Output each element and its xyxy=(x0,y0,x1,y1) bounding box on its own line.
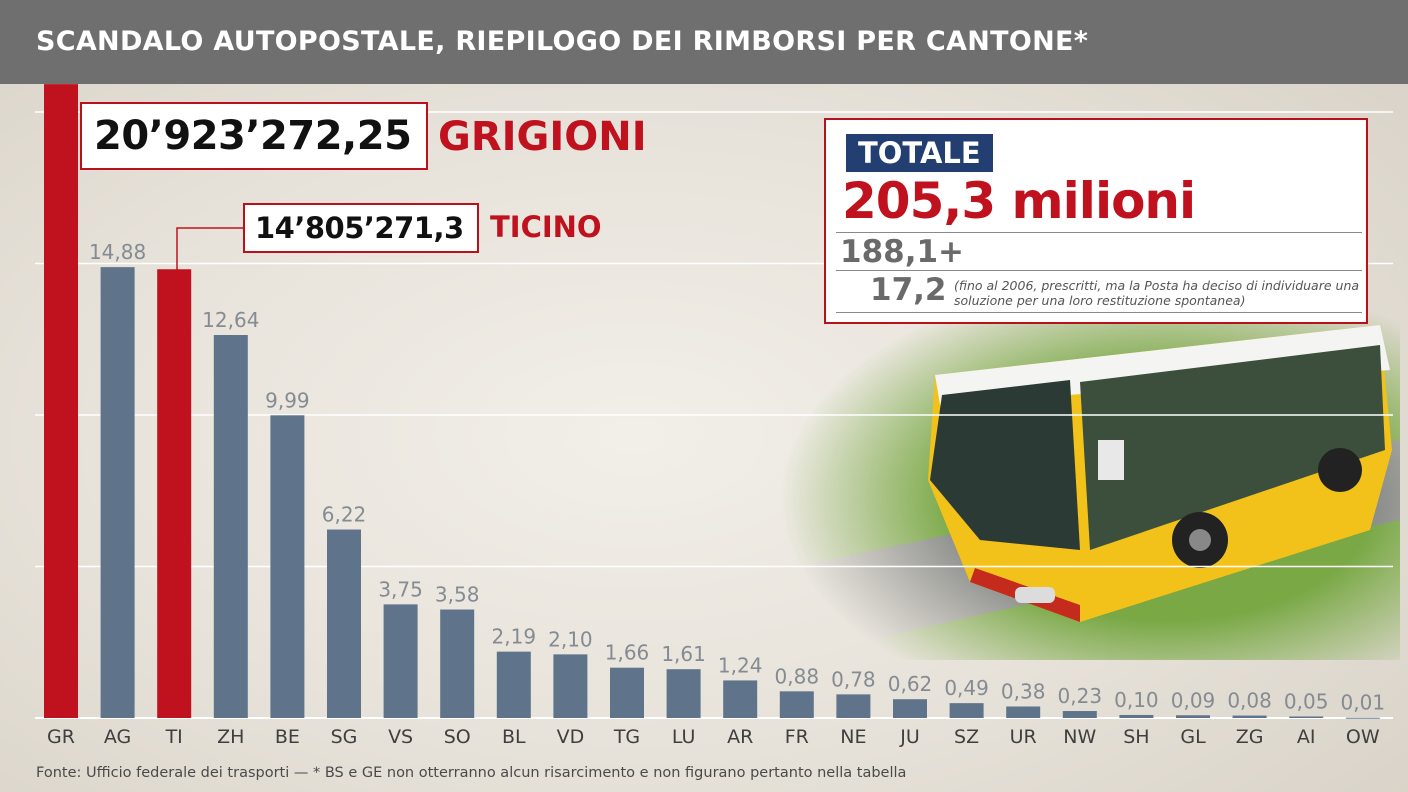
tick-label-sz: SZ xyxy=(954,726,979,748)
bar-ow xyxy=(1345,717,1380,719)
value-label-lu: 1,61 xyxy=(661,642,706,666)
totale-part-1: 188,1+ xyxy=(840,234,965,270)
bar-ag xyxy=(100,267,135,718)
bar-ju xyxy=(893,699,927,718)
grigioni-name-label: GRIGIONI xyxy=(438,114,647,160)
value-label-zg: 0,08 xyxy=(1227,689,1272,713)
value-label-tg: 1,66 xyxy=(605,641,650,665)
tick-label-tg: TG xyxy=(613,726,640,748)
bar-lu xyxy=(666,669,701,718)
value-label-ar: 1,24 xyxy=(718,653,763,677)
tick-label-sg: SG xyxy=(331,726,358,748)
tick-label-vd: VD xyxy=(557,726,585,748)
bar-tg xyxy=(610,667,644,718)
tick-label-ju: JU xyxy=(899,726,920,748)
totale-divider xyxy=(836,312,1362,313)
tick-label-sh: SH xyxy=(1123,726,1149,748)
bar-sz xyxy=(949,703,984,718)
value-label-ju: 0,62 xyxy=(888,672,933,696)
tick-label-ar: AR xyxy=(727,726,753,748)
ticino-name-label: TICINO xyxy=(490,210,602,244)
tick-label-ne: NE xyxy=(840,726,866,748)
bar-sh xyxy=(1119,714,1154,718)
source-note: Fonte: Ufficio federale dei trasporti — … xyxy=(36,765,907,781)
value-label-ow: 0,01 xyxy=(1341,691,1386,715)
value-label-sh: 0,10 xyxy=(1114,688,1159,712)
value-label-fr: 0,88 xyxy=(775,664,820,688)
tick-label-zh: ZH xyxy=(217,726,244,748)
value-label-so: 3,58 xyxy=(435,583,480,607)
value-label-zh: 12,64 xyxy=(202,308,259,332)
ticino-value-callout: 14’805’271,3 xyxy=(243,203,479,253)
value-label-vs: 3,75 xyxy=(378,577,423,601)
value-label-bl: 2,19 xyxy=(492,625,537,649)
value-label-be: 9,99 xyxy=(265,388,310,412)
bar-ar xyxy=(723,680,758,718)
value-label-vd: 2,10 xyxy=(548,627,593,651)
bar-vd xyxy=(553,654,588,718)
bar-ne xyxy=(836,694,871,718)
totale-label: TOTALE xyxy=(846,134,993,172)
value-label-ne: 0,78 xyxy=(831,667,876,691)
tick-label-ai: AI xyxy=(1297,726,1316,748)
value-label-gl: 0,09 xyxy=(1171,688,1216,712)
ti-callout-leader xyxy=(176,227,243,270)
value-label-ai: 0,05 xyxy=(1284,689,1329,713)
bar-zh xyxy=(213,335,248,718)
tick-label-ow: OW xyxy=(1346,726,1380,748)
bar-ti xyxy=(157,269,192,718)
totale-note: (fino al 2006, prescritti, ma la Posta h… xyxy=(954,278,1360,308)
tick-label-vs: VS xyxy=(388,726,413,748)
bar-fr xyxy=(779,691,814,718)
totale-value: 205,3 milioni xyxy=(842,172,1196,230)
value-label-nw: 0,23 xyxy=(1058,684,1103,708)
totale-part-2: 17,2 xyxy=(870,272,947,308)
bar-gr xyxy=(44,84,78,718)
bar-bl xyxy=(496,651,531,718)
tick-label-gl: GL xyxy=(1180,726,1206,748)
tick-label-fr: FR xyxy=(785,726,809,748)
totale-panel: TOTALE 205,3 milioni 188,1+ 17,2 (fino a… xyxy=(824,118,1368,324)
postbus-photo xyxy=(780,300,1400,660)
chart-title: SCANDALO AUTOPOSTALE, RIEPILOGO DEI RIMB… xyxy=(36,26,1089,57)
bar-vs xyxy=(383,604,418,718)
tick-label-bl: BL xyxy=(502,726,526,748)
tick-label-lu: LU xyxy=(672,726,696,748)
bar-nw xyxy=(1062,711,1097,718)
tick-label-gr: GR xyxy=(47,726,75,748)
totale-divider xyxy=(836,232,1362,233)
tick-label-so: SO xyxy=(444,726,471,748)
tick-label-ur: UR xyxy=(1010,726,1037,748)
bar-sg xyxy=(327,529,361,718)
grigioni-value-callout: 20’923’272,25 xyxy=(80,102,428,170)
value-label-ag: 14,88 xyxy=(89,240,146,264)
value-label-sz: 0,49 xyxy=(944,676,989,700)
bar-zg xyxy=(1232,715,1267,718)
value-label-ur: 0,38 xyxy=(1001,679,1046,703)
tick-label-nw: NW xyxy=(1063,726,1096,748)
value-label-sg: 6,22 xyxy=(322,503,367,527)
header-bar: SCANDALO AUTOPOSTALE, RIEPILOGO DEI RIMB… xyxy=(0,0,1408,84)
bar-so xyxy=(440,609,475,718)
tick-label-ag: AG xyxy=(104,726,131,748)
bar-gl xyxy=(1176,715,1210,718)
bar-be xyxy=(270,415,305,718)
tick-label-ti: TI xyxy=(165,726,183,748)
tick-label-be: BE xyxy=(275,726,300,748)
totale-divider xyxy=(836,270,1362,271)
bar-ai xyxy=(1289,716,1324,718)
tick-label-zg: ZG xyxy=(1236,726,1264,748)
bar-ur xyxy=(1006,706,1041,718)
